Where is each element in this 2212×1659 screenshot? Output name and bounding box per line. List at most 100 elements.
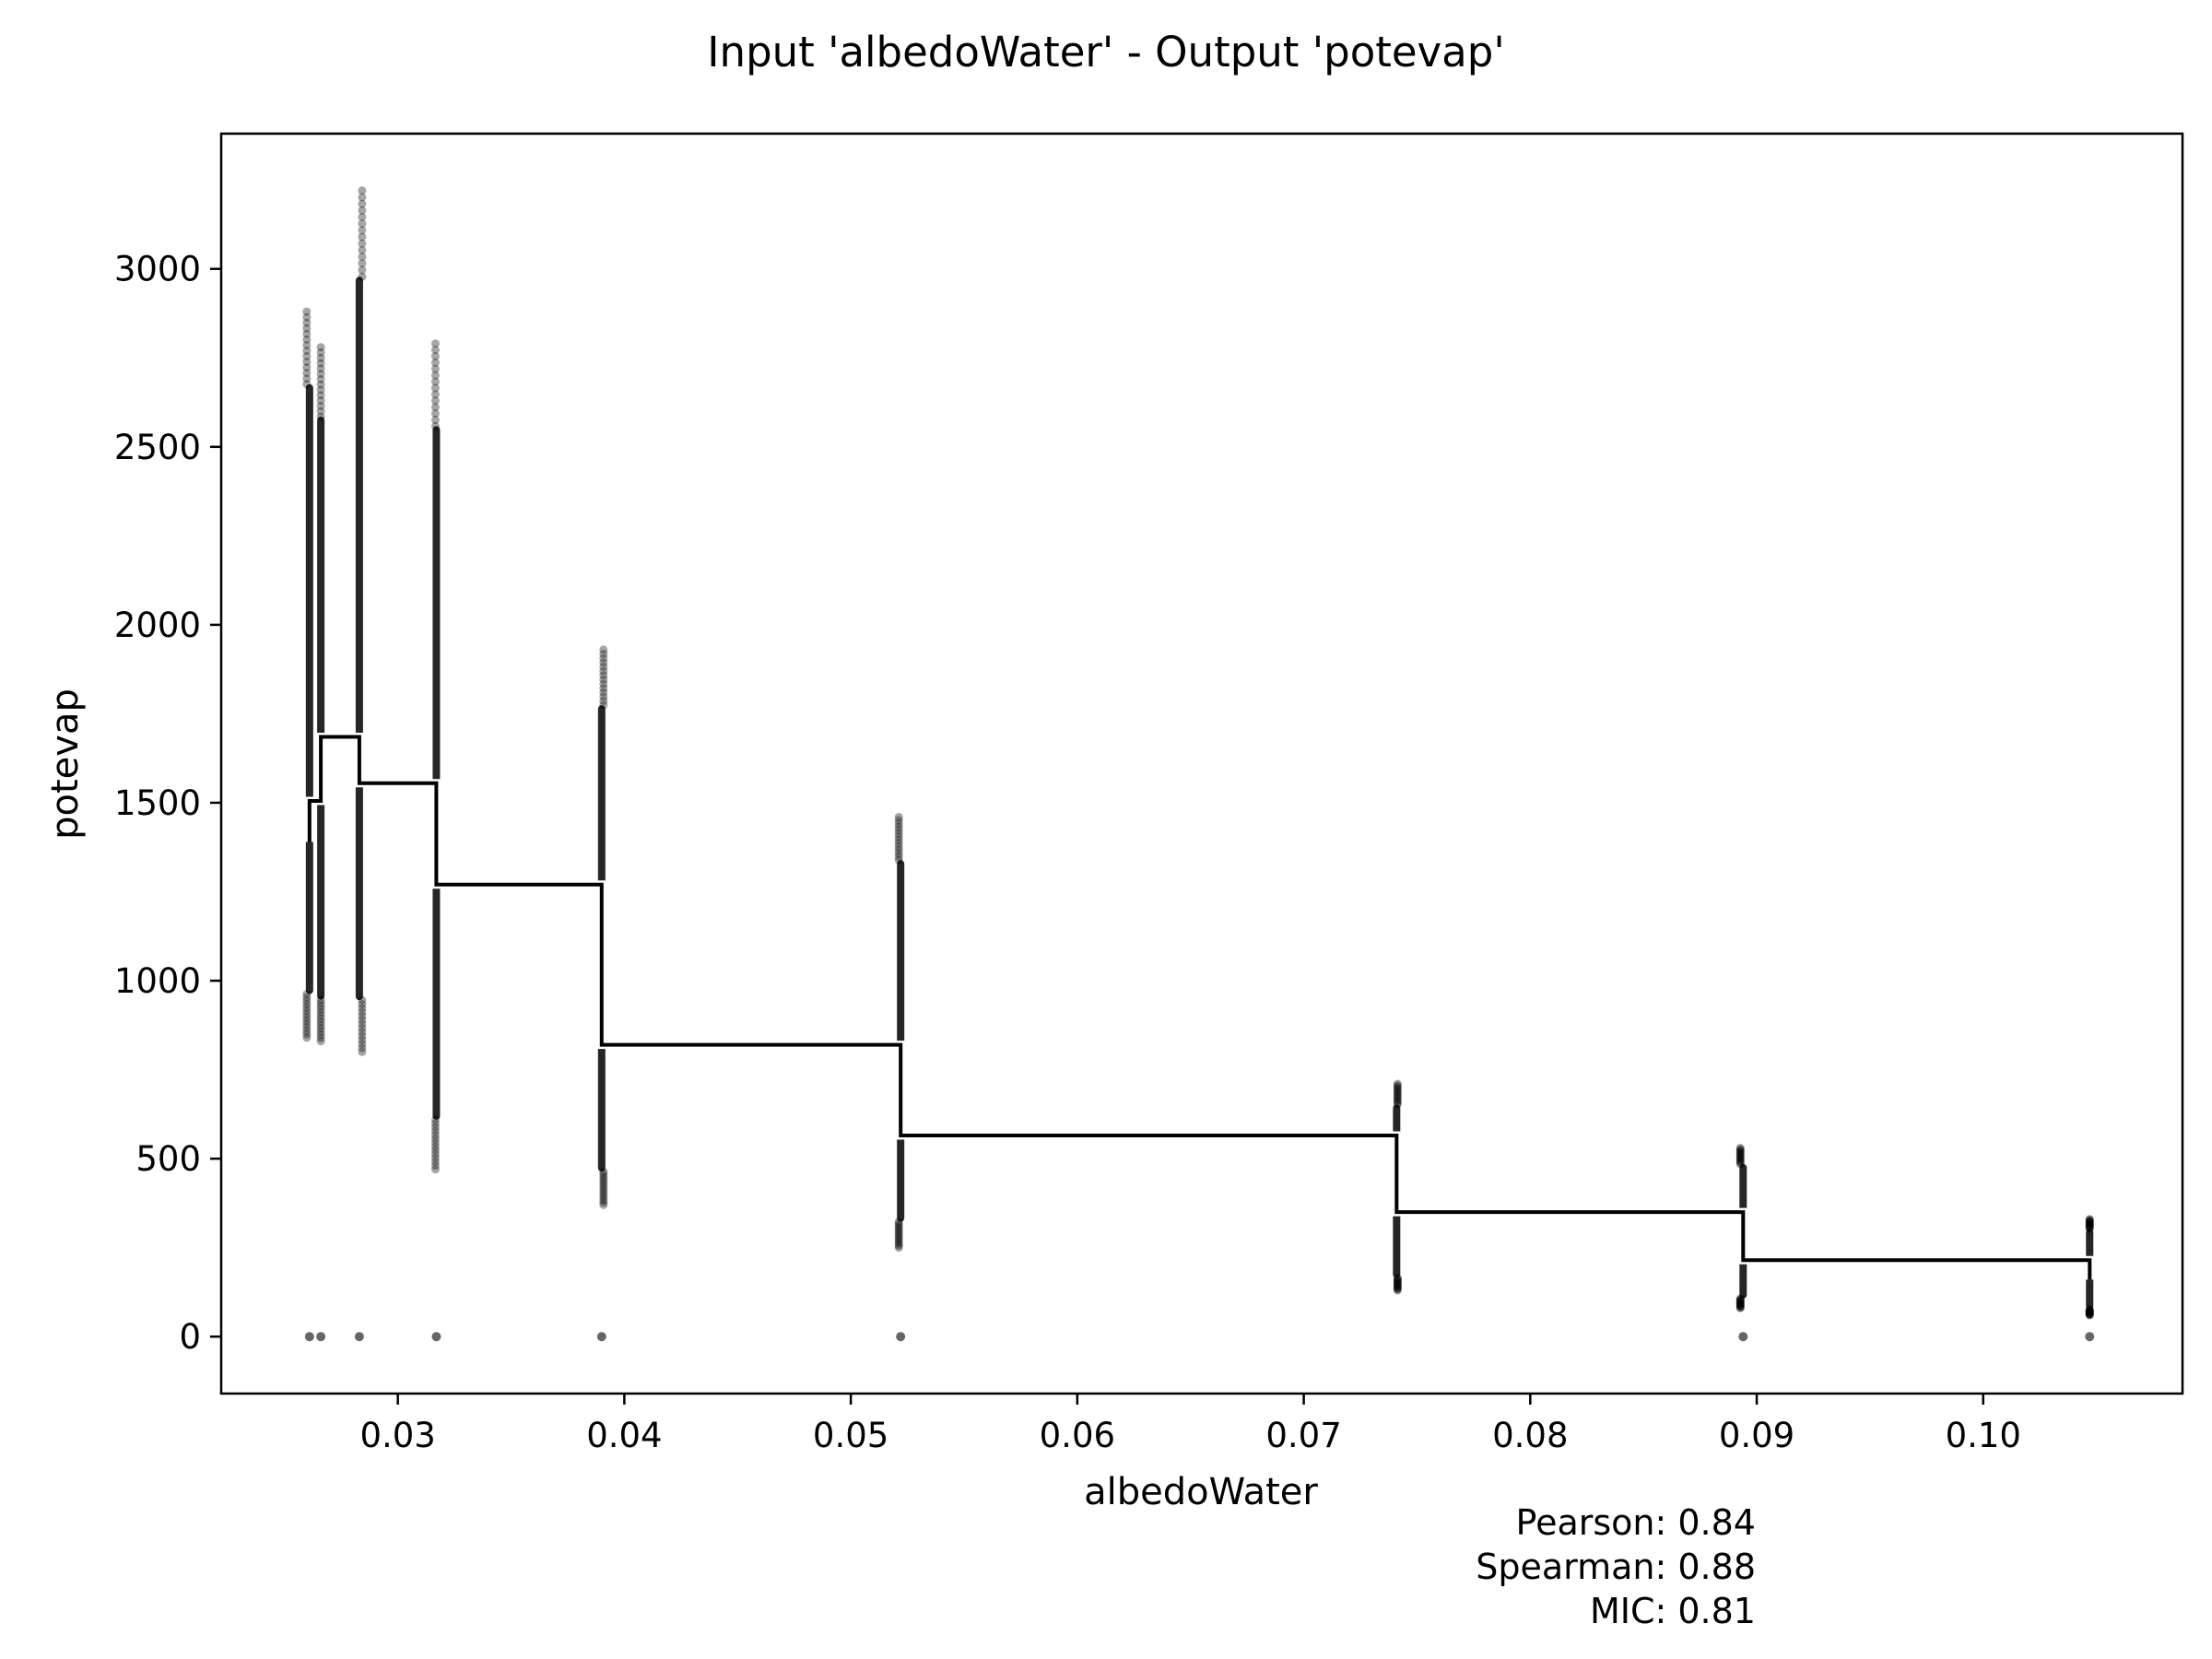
scatter-point [2085,1215,2094,1224]
scatter-point [894,1243,903,1253]
scatter-point [599,1198,608,1207]
scatter-point [2085,1309,2094,1318]
scatter-point [599,1182,608,1192]
scatter-point [430,1123,440,1132]
scatter-point [358,1043,367,1053]
scatter-point [302,1023,312,1032]
scatter-band [317,416,325,1000]
scatter-point [1393,1283,1402,1292]
scatter-point [2085,1305,2094,1314]
scatter-point [894,822,903,831]
scatter-point [2085,1220,2094,1230]
scatter-column [1735,1144,1748,1342]
y-tick-label: 3000 [114,250,201,289]
scatter-point [358,1028,367,1037]
scatter-point [2085,1305,2094,1314]
scatter-point [358,1016,367,1025]
scatter-point [894,1227,903,1236]
scatter-point [302,352,312,361]
scatter-point [316,370,325,379]
scatter-point [316,1001,325,1010]
scatter-point [358,1035,367,1044]
scatter-point [1735,1298,1745,1307]
scatter-point-zero [896,1332,906,1342]
scatter-point [894,1221,903,1230]
scatter-point [358,1023,367,1032]
scatter-point [302,1017,312,1026]
scatter-point [358,186,367,195]
scatter-point [302,329,312,338]
scatter-point [599,1185,608,1194]
scatter-point [599,1177,608,1186]
scatter-point [1735,1149,1745,1159]
scatter-point [430,1161,440,1171]
scatter-point [894,1219,903,1229]
scatter-point [430,1142,440,1151]
y-tick-label: 2500 [114,428,201,467]
scatter-point [599,1180,608,1189]
x-tick-label: 0.09 [1719,1416,1794,1455]
scatter-point [358,1040,367,1049]
scatter-point [1393,1277,1402,1287]
scatter-point [894,826,903,835]
scatter-point [1735,1159,1745,1168]
scatter-point [302,380,312,389]
scatter-point [1393,1084,1402,1093]
scatter-point [1735,1295,1745,1304]
scatter-point [894,853,903,862]
x-tick-label: 0.08 [1492,1416,1568,1455]
scatter-point [2085,1311,2094,1320]
scatter-point [1735,1300,1745,1309]
scatter-point [358,206,367,215]
scatter-point [316,1027,325,1036]
scatter-point [894,829,903,838]
y-axis-label: potevap [44,688,87,840]
scatter-point [430,1153,440,1162]
scatter-point [1393,1284,1402,1293]
scatter-point [1393,1094,1402,1103]
scatter-point [894,1223,903,1232]
scatter-point [1393,1097,1402,1106]
scatter-point [2085,1309,2094,1318]
scatter-point [1735,1147,1745,1157]
scatter-point [358,199,367,208]
scatter-point [2085,1308,2094,1317]
scatter-point [358,1004,367,1013]
scatter-point [1735,1153,1745,1162]
scatter-point [430,1146,440,1155]
scatter-point [894,1230,903,1239]
scatter-point [1735,1151,1745,1160]
scatter-point [358,1019,367,1029]
scatter-point [599,700,608,710]
scatter-point [894,1237,903,1246]
scatter-point [302,1013,312,1022]
scatter-point [1393,1079,1402,1088]
scatter-point-zero [1738,1332,1748,1342]
scatter-point [1735,1146,1745,1155]
scatter-point [302,1006,312,1016]
scatter-point [302,324,312,333]
scatter-point [1393,1095,1402,1104]
scatter-point-zero [354,1332,364,1342]
scatter-point [1393,1100,1402,1109]
scatter-point [1393,1275,1402,1284]
scatter-point [1735,1303,1745,1312]
scatter-point [430,377,440,386]
scatter-point [302,307,312,316]
scatter-point [599,1170,608,1179]
scatter-point [1393,1279,1402,1288]
scatter-point [1393,1282,1402,1291]
scatter-point-zero [431,1332,441,1342]
scatter-point [358,253,367,262]
scatter-point [2085,1223,2094,1232]
scatter-point [2085,1221,2094,1230]
scatter-point [358,219,367,229]
scatter-point [1393,1285,1402,1294]
scatter-point [358,239,367,248]
y-tick-label: 2000 [114,606,201,645]
scatter-point [430,396,440,406]
scatter-point [430,364,440,373]
scatter-point [316,998,325,1007]
scatter-point [302,358,312,367]
scatter-point [599,675,608,684]
